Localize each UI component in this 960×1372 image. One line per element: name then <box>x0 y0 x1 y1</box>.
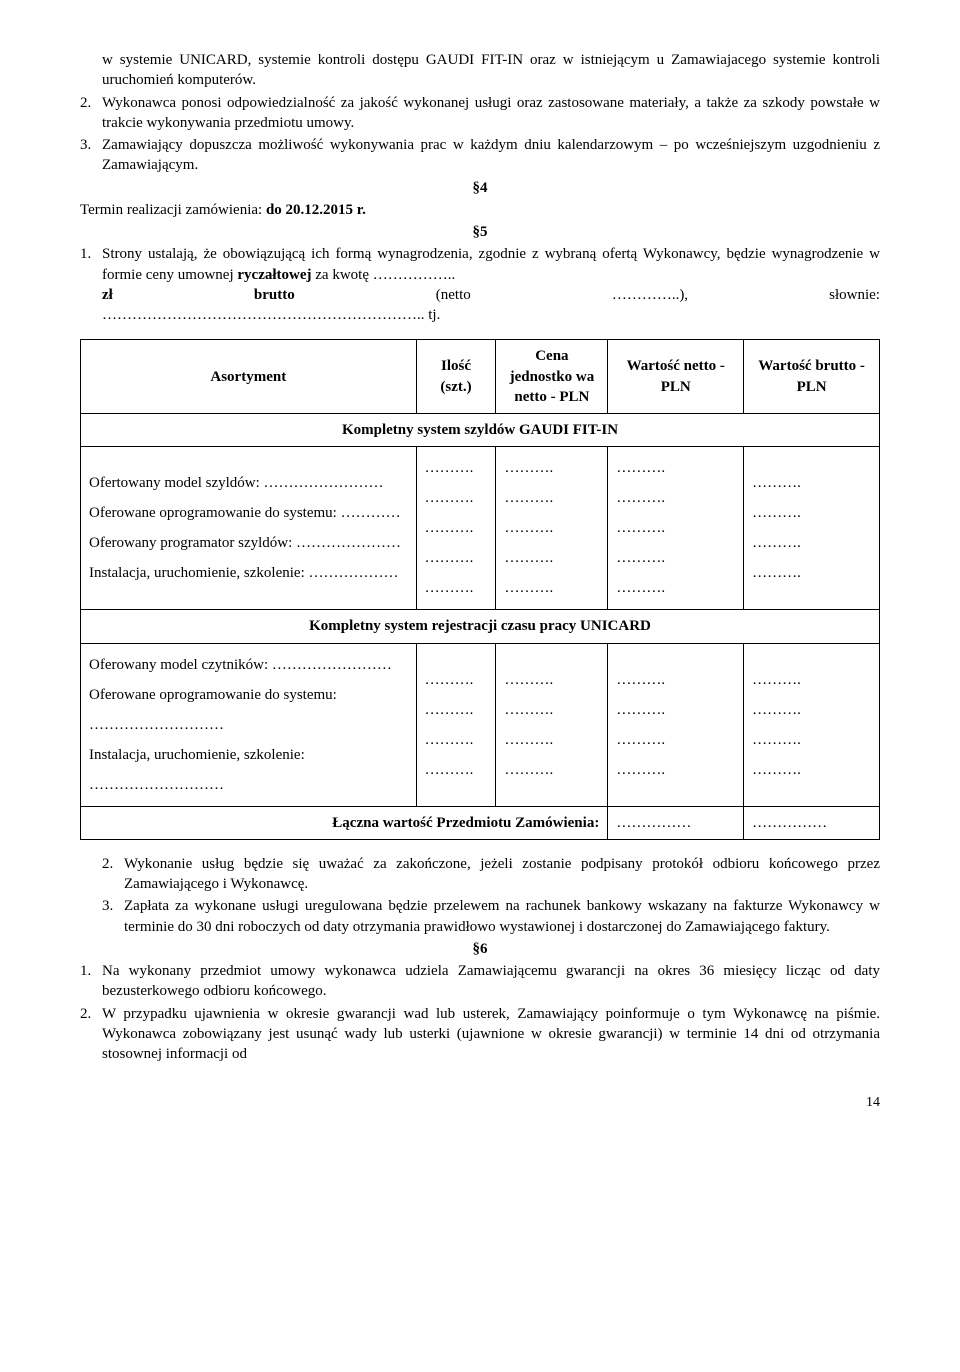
list-number: 3. <box>80 135 102 176</box>
list-number: 3. <box>102 896 124 937</box>
word: słownie: <box>829 285 880 305</box>
dots-cell: ………. ………. ………. ………. <box>744 643 880 806</box>
list-text: Na wykonany przedmiot umowy wykonawca ud… <box>102 961 880 1002</box>
total-netto: …………… <box>608 806 744 839</box>
col-wartosc-brutto: Wartość brutto - PLN <box>744 340 880 414</box>
total-label: Łączna wartość Przedmiotu Zamówienia: <box>81 806 608 839</box>
paragraph-continuation: w systemie UNICARD, systemie kontroli do… <box>80 50 880 91</box>
col-cena: Cena jednostko wa netto - PLN <box>496 340 608 414</box>
list-text: W przypadku ujawnienia w okresie gwaranc… <box>102 1004 880 1065</box>
word: …………..), <box>612 285 688 305</box>
col-wartosc-netto: Wartość netto - PLN <box>608 340 744 414</box>
page-number: 14 <box>80 1094 880 1113</box>
section-6-item-1: 1. Na wykonany przedmiot umowy wykonawca… <box>80 961 880 1002</box>
term-label: Termin realizacji zamówienia: <box>80 202 266 218</box>
word: (netto <box>436 285 471 305</box>
section-5-item-1: 1. Strony ustalają, że obowiązującą ich … <box>80 244 880 325</box>
list-number: 1. <box>80 961 102 1002</box>
section-title: Kompletny system szyldów GAUDI FIT-IN <box>81 414 880 447</box>
list-text: Wykonawca ponosi odpowiedzialność za jak… <box>102 93 880 134</box>
section-5-mark: §5 <box>80 222 880 242</box>
list-number: 2. <box>102 854 124 895</box>
bottom-item-2: 2. Wykonanie usług będzie się uważać za … <box>80 854 880 895</box>
section-6-mark: §6 <box>80 939 880 959</box>
dots-cell: ………. ………. ………. ………. ………. <box>416 447 496 610</box>
word: brutto <box>254 285 295 305</box>
list-text: Zapłata za wykonane usługi uregulowana b… <box>124 896 880 937</box>
text-bold: ryczałtowej <box>237 267 311 283</box>
text-part: za kwotę …………….. <box>312 267 456 283</box>
dots-cell: ………. ………. ………. ………. ………. <box>608 447 744 610</box>
dots-cell: ………. ………. ………. ………. <box>608 643 744 806</box>
list-number: 2. <box>80 93 102 134</box>
dots-cell: ………. ………. ………. ………. ………. <box>496 447 608 610</box>
list-text: Strony ustalają, że obowiązującą ich for… <box>102 244 880 325</box>
slownie-dots: ……………………………………………………….. tj. <box>102 305 880 325</box>
items-cell: Ofertowany model szyldów: …………………… Ofero… <box>81 447 417 610</box>
section-title: Kompletny system rejestracji czasu pracy… <box>81 610 880 643</box>
table-row: Oferowany model czytników: …………………… Ofer… <box>81 643 880 806</box>
table-section-2: Kompletny system rejestracji czasu pracy… <box>81 610 880 643</box>
list-text: Wykonanie usług będzie się uważać za zak… <box>124 854 880 895</box>
section-6-item-2: 2. W przypadku ujawnienia w okresie gwar… <box>80 1004 880 1065</box>
bottom-item-3: 3. Zapłata za wykonane usługi uregulowan… <box>80 896 880 937</box>
list-item-2: 2. Wykonawca ponosi odpowiedzialność za … <box>80 93 880 134</box>
dots-cell: ………. ………. ………. ………. <box>744 447 880 610</box>
term-date: do 20.12.2015 r. <box>266 202 366 218</box>
list-text: Zamawiający dopuszcza możliwość wykonywa… <box>102 135 880 176</box>
word: zł <box>102 285 113 305</box>
list-number: 2. <box>80 1004 102 1065</box>
table-total-row: Łączna wartość Przedmiotu Zamówienia: ……… <box>81 806 880 839</box>
amount-line: zł brutto (netto …………..), słownie: <box>102 285 880 305</box>
table-header-row: Asortyment Ilość (szt.) Cena jednostko w… <box>81 340 880 414</box>
list-number: 1. <box>80 244 102 325</box>
col-asortyment: Asortyment <box>81 340 417 414</box>
pricing-table: Asortyment Ilość (szt.) Cena jednostko w… <box>80 339 880 840</box>
dots-cell: ………. ………. ………. ………. <box>496 643 608 806</box>
list-item-3: 3. Zamawiający dopuszcza możliwość wykon… <box>80 135 880 176</box>
section-4-text: Termin realizacji zamówienia: do 20.12.2… <box>80 200 880 220</box>
table-section-1: Kompletny system szyldów GAUDI FIT-IN <box>81 414 880 447</box>
dots-cell: ………. ………. ………. ………. <box>416 643 496 806</box>
section-4-mark: §4 <box>80 178 880 198</box>
text-part: Strony ustalają, że obowiązującą ich for… <box>102 246 880 282</box>
col-ilosc: Ilość (szt.) <box>416 340 496 414</box>
total-brutto: …………… <box>744 806 880 839</box>
table-row: Ofertowany model szyldów: …………………… Ofero… <box>81 447 880 610</box>
items-cell: Oferowany model czytników: …………………… Ofer… <box>81 643 417 806</box>
